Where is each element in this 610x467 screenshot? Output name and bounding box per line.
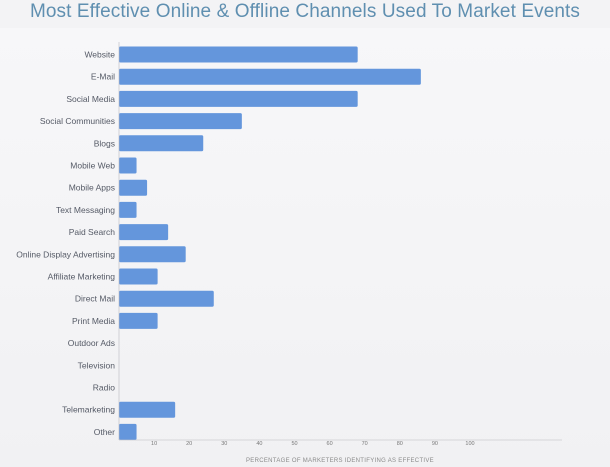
category-label: Radio <box>93 383 115 393</box>
bar <box>119 423 137 440</box>
bar <box>119 46 358 63</box>
chart-title: Most Effective Online & Offline Channels… <box>29 1 581 22</box>
category-label: E-Mail <box>91 72 115 82</box>
category-label: Mobile Web <box>70 161 115 171</box>
category-label: Text Messaging <box>56 205 115 215</box>
bar <box>119 157 137 174</box>
bar <box>119 90 358 107</box>
category-label: Online Display Advertising <box>16 249 115 259</box>
x-axis: 10 20 30 40 50 60 70 80 90 100 <box>118 42 562 447</box>
x-tick-label: 100 <box>465 441 474 447</box>
category-label: Telemarketing <box>62 405 115 415</box>
category-label: Website <box>84 50 115 60</box>
category-label: Social Communities <box>40 116 115 126</box>
x-tick-label: 40 <box>256 441 262 447</box>
x-tick-label: 70 <box>362 441 368 447</box>
category-label: Print Media <box>72 316 115 326</box>
bar <box>119 201 137 218</box>
x-tick-label: 90 <box>432 441 438 447</box>
bar <box>119 401 176 418</box>
category-label: Other <box>94 427 115 437</box>
bar <box>119 179 148 196</box>
category-label: Blogs <box>94 138 115 148</box>
bar <box>119 290 214 307</box>
bar <box>119 113 242 130</box>
x-tick-label: 60 <box>327 441 333 447</box>
bar <box>119 312 158 329</box>
category-label: Social Media <box>66 94 115 104</box>
x-tick-label: 50 <box>291 441 297 447</box>
category-label: Television <box>78 360 116 370</box>
bar <box>119 68 421 85</box>
x-tick-label: 20 <box>186 441 192 447</box>
category-label: Affiliate Marketing <box>48 272 116 282</box>
bar <box>119 224 169 241</box>
bar <box>119 268 158 285</box>
x-tick-label: 80 <box>397 441 403 447</box>
x-tick-label: 10 <box>151 441 157 447</box>
category-label: Paid Search <box>69 227 116 237</box>
category-label: Outdoor Ads <box>68 338 115 348</box>
bars-layer <box>119 46 421 440</box>
category-label: Direct Mail <box>75 294 115 304</box>
bar <box>119 135 204 152</box>
x-axis-title: PERCENTAGE OF MARKETERS IDENTIFYING AS E… <box>246 458 434 464</box>
x-tick-label: 30 <box>221 441 227 447</box>
category-labels: Website E-Mail Social Media Social Communit… <box>16 50 115 437</box>
category-label: Mobile Apps <box>69 183 115 193</box>
bar <box>119 246 186 263</box>
